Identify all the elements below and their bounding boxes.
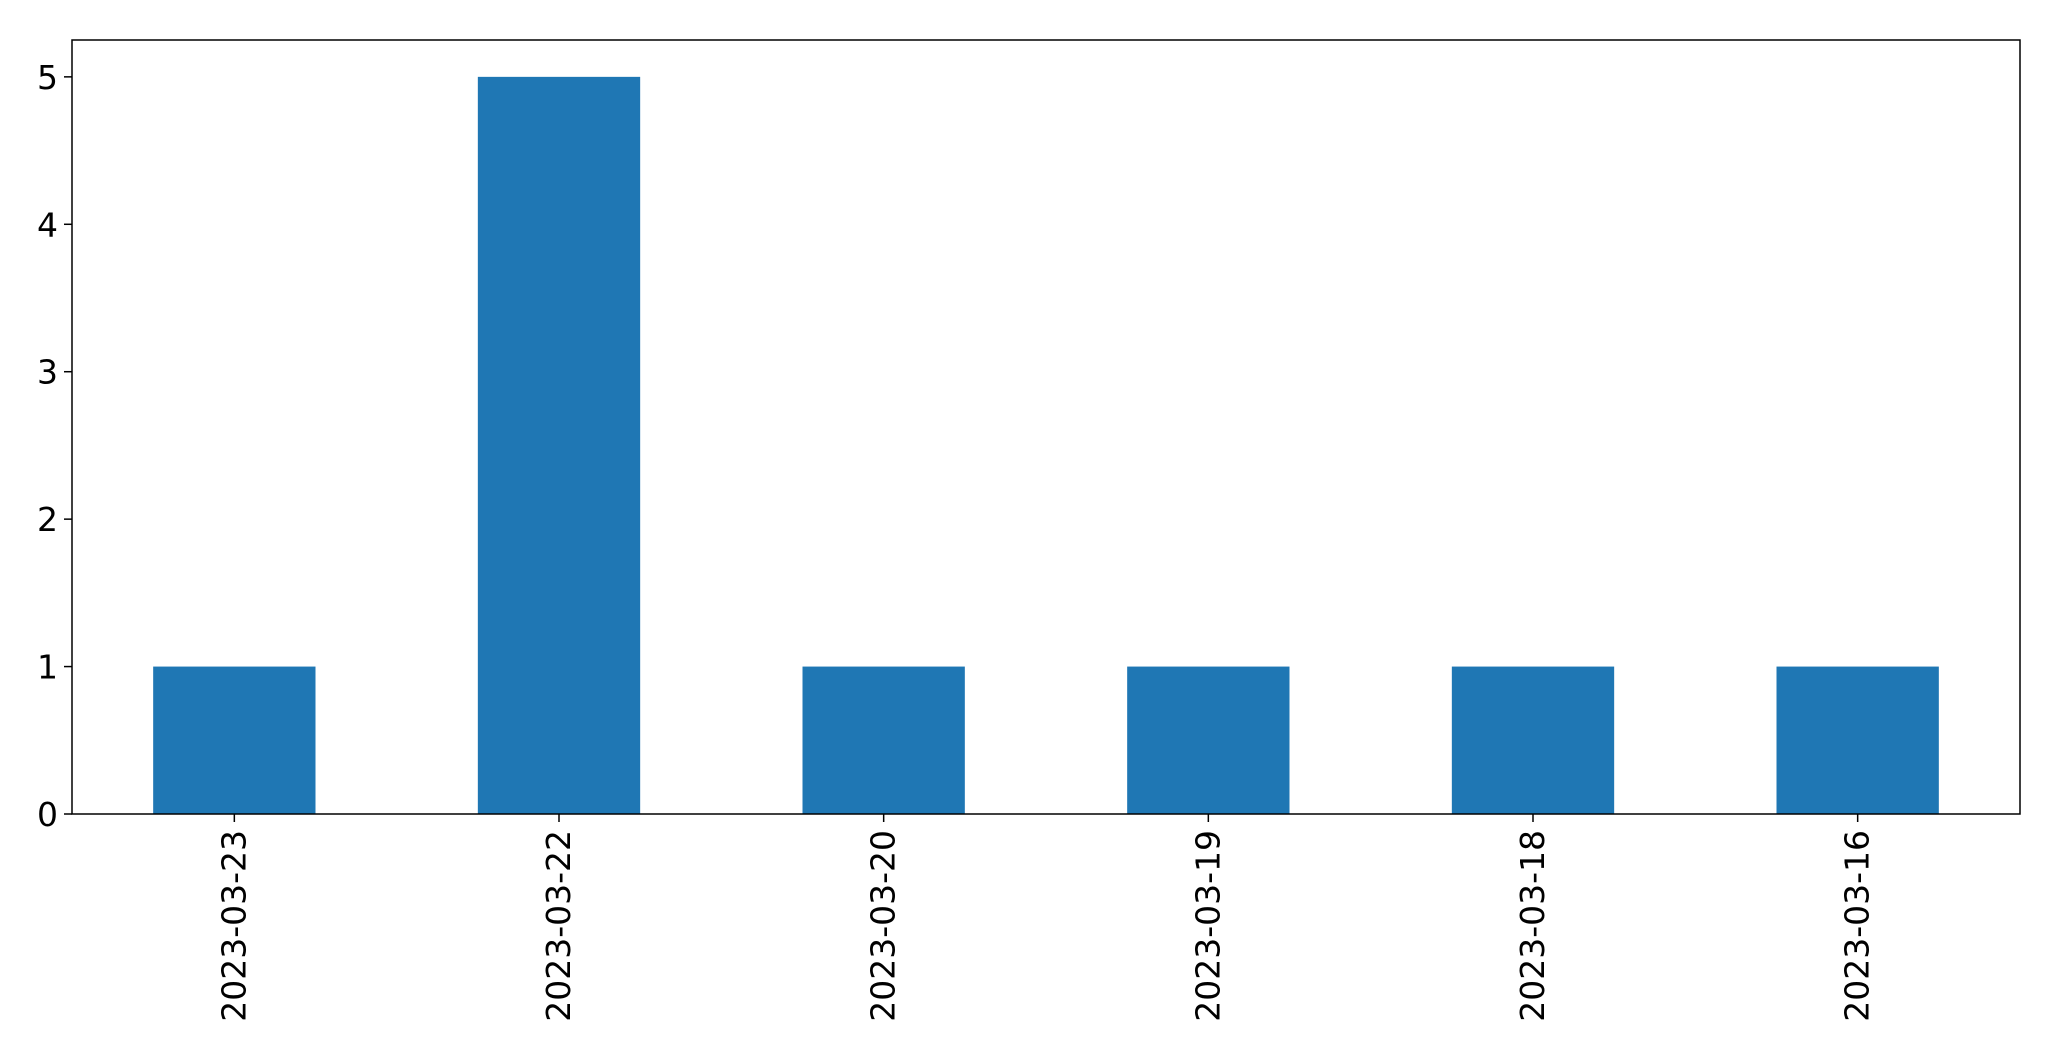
x-tick-label: 2023-03-19	[1188, 830, 1227, 1022]
x-tick-label: 2023-03-23	[214, 830, 253, 1022]
bar-2023-03-20	[802, 666, 965, 814]
y-axis: 0 1 2 3 4 5	[37, 58, 72, 834]
bar-2023-03-19	[1127, 666, 1290, 814]
y-tick-label: 2	[37, 500, 58, 539]
x-tick-label: 2023-03-22	[539, 830, 578, 1022]
y-tick-label: 3	[37, 353, 58, 392]
x-tick-label: 2023-03-18	[1513, 830, 1552, 1022]
bars-layer	[153, 76, 1939, 815]
x-tick-label: 2023-03-20	[864, 830, 903, 1022]
y-tick-label: 0	[37, 795, 58, 834]
bar-2023-03-22	[477, 76, 641, 815]
bar-2023-03-16	[1776, 666, 1939, 814]
y-tick-label: 5	[37, 58, 58, 97]
plot-frame	[71, 39, 2021, 815]
y-tick-label: 4	[37, 205, 58, 244]
x-axis: 2023-03-23 2023-03-22 2023-03-20 2023-03-19…	[214, 814, 1877, 1022]
y-tick-label: 1	[37, 648, 58, 687]
bar-2023-03-23	[153, 666, 316, 814]
x-tick-label: 2023-03-16	[1838, 830, 1877, 1022]
bar-2023-03-18	[1451, 666, 1615, 814]
